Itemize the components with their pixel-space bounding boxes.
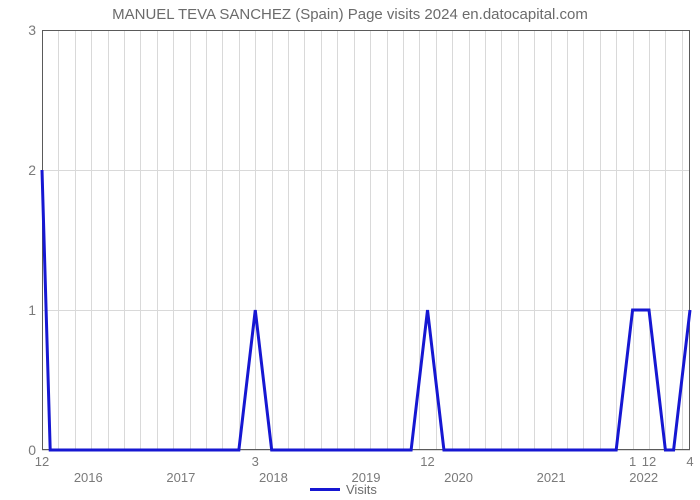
x-year-label: 2017: [166, 470, 195, 485]
x-year-label: 2018: [259, 470, 288, 485]
line-series: [42, 30, 690, 450]
x-value-label: 12: [420, 454, 434, 469]
legend: Visits: [310, 482, 377, 497]
x-value-label: 12: [35, 454, 49, 469]
y-tick-label: 1: [28, 302, 36, 318]
x-year-label: 2016: [74, 470, 103, 485]
x-year-label: 2020: [444, 470, 473, 485]
x-value-label: 12: [642, 454, 656, 469]
legend-swatch: [310, 488, 340, 491]
plot-area: 0123123121124201620172018201920202021202…: [42, 30, 690, 450]
x-value-label: 1: [629, 454, 636, 469]
legend-label: Visits: [346, 482, 377, 497]
x-value-label: 4: [686, 454, 693, 469]
chart-container: MANUEL TEVA SANCHEZ (Spain) Page visits …: [0, 0, 700, 500]
x-year-label: 2022: [629, 470, 658, 485]
y-tick-label: 3: [28, 22, 36, 38]
x-value-label: 3: [252, 454, 259, 469]
y-tick-label: 2: [28, 162, 36, 178]
chart-title: MANUEL TEVA SANCHEZ (Spain) Page visits …: [0, 6, 700, 23]
x-year-label: 2021: [537, 470, 566, 485]
